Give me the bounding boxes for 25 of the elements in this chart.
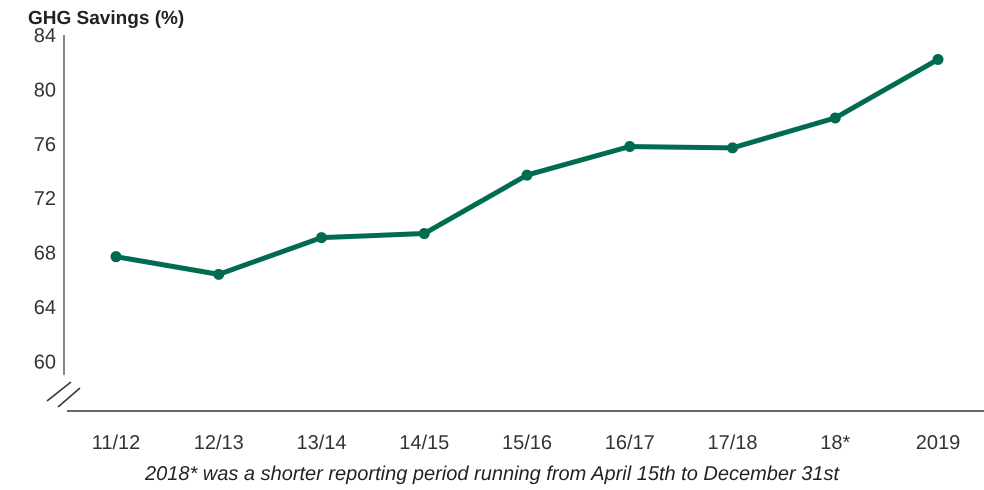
point <box>418 228 430 240</box>
x-tick-label: 18* <box>820 432 850 454</box>
x-tick-label: 13/14 <box>296 432 347 454</box>
x-tick-label: 2019 <box>916 432 960 454</box>
y-tick-label: 72 <box>34 188 56 210</box>
point <box>316 232 327 244</box>
point <box>522 170 532 181</box>
x-tick-label: 16/17 <box>604 432 655 454</box>
point <box>110 251 122 262</box>
y-tick-label: 80 <box>34 79 56 102</box>
point <box>213 268 224 280</box>
point <box>830 112 841 124</box>
point <box>727 142 738 154</box>
point <box>932 54 944 65</box>
y-tick-label: 68 <box>34 242 56 265</box>
y-tick-label: 64 <box>34 297 56 319</box>
x-tick-label: 14/15 <box>399 432 450 454</box>
point <box>624 141 636 152</box>
x-tick-label: 11/12 <box>92 432 140 454</box>
text: 2018* was a shorter reporting period running from April 15th to December 31st <box>144 463 840 485</box>
x-tick-label: 15/16 <box>502 432 552 454</box>
x-tick-label: 12/13 <box>194 432 244 454</box>
x-tick-label: 17/18 <box>707 432 758 454</box>
y-tick-label: 60 <box>34 351 56 374</box>
y-tick-label: 76 <box>34 134 56 156</box>
